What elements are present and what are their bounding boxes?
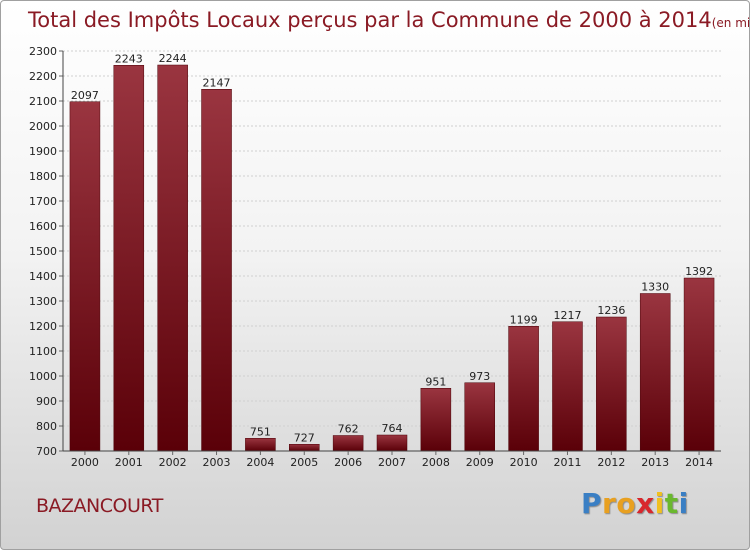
logo-letter: o <box>616 487 637 520</box>
value-label: 1217 <box>553 309 581 322</box>
bar-2013 <box>639 293 671 452</box>
y-tick-label: 2000 <box>29 120 57 133</box>
chart-title-main: Total des Impôts Locaux perçus par la Co… <box>27 8 712 32</box>
bar-2003 <box>201 89 232 452</box>
bar-2009 <box>464 382 495 452</box>
value-label: 727 <box>294 431 315 444</box>
y-tick-label: 900 <box>36 395 57 408</box>
chart-title: Total des Impôts Locaux perçus par la Co… <box>27 8 750 32</box>
y-tick-label: 1600 <box>29 220 57 233</box>
x-tick-label: 2009 <box>466 456 494 469</box>
bar-2010 <box>508 326 539 452</box>
bar-2011 <box>552 321 583 452</box>
bar-2000 <box>69 101 101 452</box>
value-label: 1236 <box>597 304 625 317</box>
value-label: 951 <box>425 375 446 388</box>
y-tick-label: 2100 <box>29 95 57 108</box>
x-tick-label: 2004 <box>246 456 274 469</box>
y-tick-label: 700 <box>36 445 57 458</box>
bar-2002 <box>157 64 188 452</box>
value-label: 762 <box>338 423 359 436</box>
value-label: 2244 <box>159 52 187 65</box>
bar-2001 <box>113 65 145 452</box>
y-tick-label: 1500 <box>29 245 57 258</box>
y-tick-label: 1200 <box>29 320 57 333</box>
bar-2007 <box>376 434 408 452</box>
proxiti-logo: Proxiti <box>581 487 689 520</box>
x-tick-label: 2011 <box>553 456 581 469</box>
x-tick-label: 2008 <box>422 456 450 469</box>
x-axis: 2000 2001 2002 2003 2004 2005 2006 2007 2008 2009… <box>63 450 721 469</box>
x-tick-label: 2007 <box>378 456 406 469</box>
x-tick-label: 2014 <box>685 456 713 469</box>
value-label: 751 <box>250 425 271 438</box>
value-label: 2243 <box>115 52 143 65</box>
y-axis: 700 800 900 1000 1100 1200 1300 1400 1500 1600 170… <box>29 45 64 458</box>
commune-name: BAZANCOURT <box>36 495 163 517</box>
x-tick-label: 2005 <box>290 456 318 469</box>
bar-2004 <box>245 438 276 452</box>
x-tick-label: 2006 <box>334 456 362 469</box>
value-label: 1330 <box>641 281 669 294</box>
x-tick-label: 2012 <box>597 456 625 469</box>
bar-2014 <box>683 277 715 452</box>
y-tick-label: 1100 <box>29 345 57 358</box>
y-tick-label: 1400 <box>29 270 57 283</box>
logo-letter: r <box>602 487 617 520</box>
value-label: 2147 <box>203 76 231 89</box>
x-tick-label: 2003 <box>203 456 231 469</box>
x-tick-label: 2000 <box>71 456 99 469</box>
y-tick-label: 1900 <box>29 145 57 158</box>
logo-letter: i <box>678 487 689 520</box>
logo-letter: t <box>664 487 679 520</box>
x-tick-label: 2010 <box>510 456 538 469</box>
logo-letter: P <box>581 487 603 520</box>
value-label: 2097 <box>71 89 99 102</box>
y-tick-label: 2300 <box>29 45 57 58</box>
bars: 2097 2243 2244 2147 751 727 762 764 951 973 1199 12… <box>69 52 715 452</box>
value-label: 1199 <box>510 313 538 326</box>
bar-2006 <box>332 435 364 452</box>
y-tick-label: 800 <box>36 420 57 433</box>
x-tick-label: 2013 <box>641 456 669 469</box>
value-label: 764 <box>382 422 403 435</box>
logo-letter: x <box>636 487 655 520</box>
y-tick-label: 1700 <box>29 195 57 208</box>
bar-2005 <box>289 444 320 452</box>
y-tick-label: 1300 <box>29 295 57 308</box>
bar-2012 <box>596 316 627 452</box>
bar-2008 <box>420 388 452 452</box>
logo-letter: i <box>654 487 665 520</box>
y-tick-label: 1000 <box>29 370 57 383</box>
chart-title-unit: (en milliers d'€) <box>712 16 750 30</box>
y-tick-label: 1800 <box>29 170 57 183</box>
value-label: 1392 <box>685 265 713 278</box>
x-tick-label: 2001 <box>115 456 143 469</box>
value-label: 973 <box>469 370 490 383</box>
x-tick-label: 2002 <box>159 456 187 469</box>
y-tick-label: 2200 <box>29 70 57 83</box>
